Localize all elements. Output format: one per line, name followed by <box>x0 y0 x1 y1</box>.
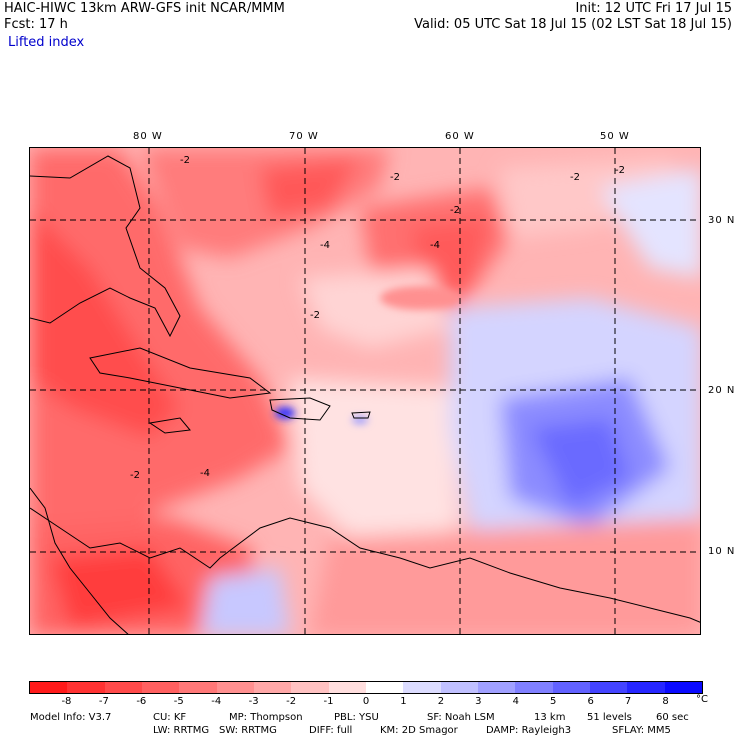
footer-mp: MP: Thompson <box>229 712 303 723</box>
puerto-rico-outline <box>351 411 371 419</box>
central-america-coast <box>30 487 129 634</box>
colorbar-tick-label: 5 <box>550 696 557 707</box>
colorbar-tick-label: 2 <box>437 696 445 707</box>
lifted-index-map: -2 -2 -2 -2 -2 -4 -4 -4 -2 -2 <box>29 147 701 635</box>
header-forecast-hour: Fcst: 17 h <box>4 17 68 32</box>
colorbar-swatch <box>627 682 665 693</box>
colorbar-swatch <box>589 682 628 693</box>
colorbar-swatch <box>664 682 702 693</box>
contour-label: -2 <box>450 205 460 216</box>
footer-sflay: SFLAY: MM5 <box>612 725 671 736</box>
lon-label-70w: 70 W <box>289 131 319 142</box>
colorbar-swatch <box>328 682 366 693</box>
map-canvas: -2 -2 -2 -2 -2 -4 -4 -4 -2 -2 <box>30 148 700 634</box>
colorbar-swatch <box>67 682 105 693</box>
colorbar-tick-label: -8 <box>61 696 72 707</box>
colorbar-swatch <box>515 682 553 693</box>
footer-sf: SF: Noah LSM <box>427 712 495 723</box>
lat-label-10n: 10 N <box>708 546 736 557</box>
footer-km: KM: 2D Smagor <box>380 725 458 736</box>
colorbar-tick-label: -7 <box>98 696 109 707</box>
colorbar-tick-label: 0 <box>362 696 370 707</box>
coastlines <box>30 155 700 634</box>
colorbar-swatch <box>216 682 254 693</box>
colorbar-tick-label: -2 <box>286 696 297 707</box>
colorbar-tick-label: -1 <box>323 696 334 707</box>
contour-label: -2 <box>180 155 190 166</box>
colorbar-swatch <box>365 682 404 693</box>
cuba-outline <box>89 347 272 399</box>
colorbar-swatch <box>552 682 590 693</box>
contour-label: -4 <box>430 240 440 251</box>
fine-features <box>275 286 460 424</box>
footer-timestep: 60 sec <box>656 712 689 723</box>
colorbar-swatch <box>30 682 68 693</box>
footer-resolution: 13 km <box>534 712 566 723</box>
colorbar-tick-label: 4 <box>512 696 519 707</box>
contour-label: -2 <box>310 310 320 321</box>
contour-label: -2 <box>570 172 580 183</box>
colorbar-tick-label: -6 <box>136 696 147 707</box>
footer-sw: SW: RRTMG <box>219 725 277 736</box>
footer-damp: DAMP: Rayleigh3 <box>486 725 572 736</box>
footer-diff: DIFF: full <box>309 725 353 736</box>
footer-model-info: Model Info: V3.7 <box>30 712 112 723</box>
contour-labels: -2 -2 -2 -2 -2 -4 -4 -4 -2 -2 <box>130 155 625 481</box>
jamaica-outline <box>148 417 191 434</box>
colorbar-tick-label: 1 <box>400 696 407 707</box>
north-america-coast <box>30 155 181 338</box>
colorbar-tick-label: 3 <box>475 696 482 707</box>
colorbar-tick-label: 6 <box>587 696 594 707</box>
hispaniola-outline <box>269 397 331 421</box>
header-init-time: Init: 12 UTC Fri 17 Jul 15 <box>575 1 732 16</box>
footer-lw: LW: RRTMG <box>153 725 210 736</box>
colorbar-tick-label: 8 <box>662 696 669 707</box>
field-name: Lifted index <box>8 35 85 50</box>
lat-label-30n: 30 N <box>708 215 736 226</box>
colorbar-swatch <box>477 682 516 693</box>
lon-label-50w: 50 W <box>600 131 630 142</box>
colorbar <box>29 681 703 694</box>
lat-label-20n: 20 N <box>708 385 736 396</box>
colorbar-tick-label: -3 <box>248 696 259 707</box>
contour-label: -2 <box>390 172 400 183</box>
footer-levels: 51 levels <box>587 712 632 723</box>
header-valid-time: Valid: 05 UTC Sat 18 Jul 15 (02 LST Sat … <box>414 17 732 32</box>
colorbar-swatch <box>141 682 180 693</box>
colorbar-swatch <box>403 682 441 693</box>
contour-label: -2 <box>615 165 625 176</box>
colorbar-swatch <box>440 682 478 693</box>
contour-label: -2 <box>130 470 140 481</box>
contour-label: -4 <box>200 468 210 479</box>
footer-pbl: PBL: YSU <box>334 712 379 723</box>
colorbar-swatch <box>291 682 329 693</box>
colorbar-swatch <box>104 682 142 693</box>
footer-cu: CU: KF <box>153 712 187 723</box>
lat-lon-grid <box>30 148 700 634</box>
contour-label: -4 <box>320 240 330 251</box>
colorbar-swatch <box>179 682 217 693</box>
colorbar-tick-label: 7 <box>624 696 632 707</box>
colorbar-swatch <box>253 682 292 693</box>
colorbar-unit: °C <box>696 694 708 705</box>
lon-label-80w: 80 W <box>133 131 163 142</box>
lon-label-60w: 60 W <box>445 131 475 142</box>
colorbar-tick-label: -4 <box>211 696 222 707</box>
header-model-title: HAIC-HIWC 13km ARW-GFS init NCAR/MMM <box>4 1 285 16</box>
colorbar-tick-label: -5 <box>173 696 184 707</box>
south-america-coast <box>30 507 700 623</box>
